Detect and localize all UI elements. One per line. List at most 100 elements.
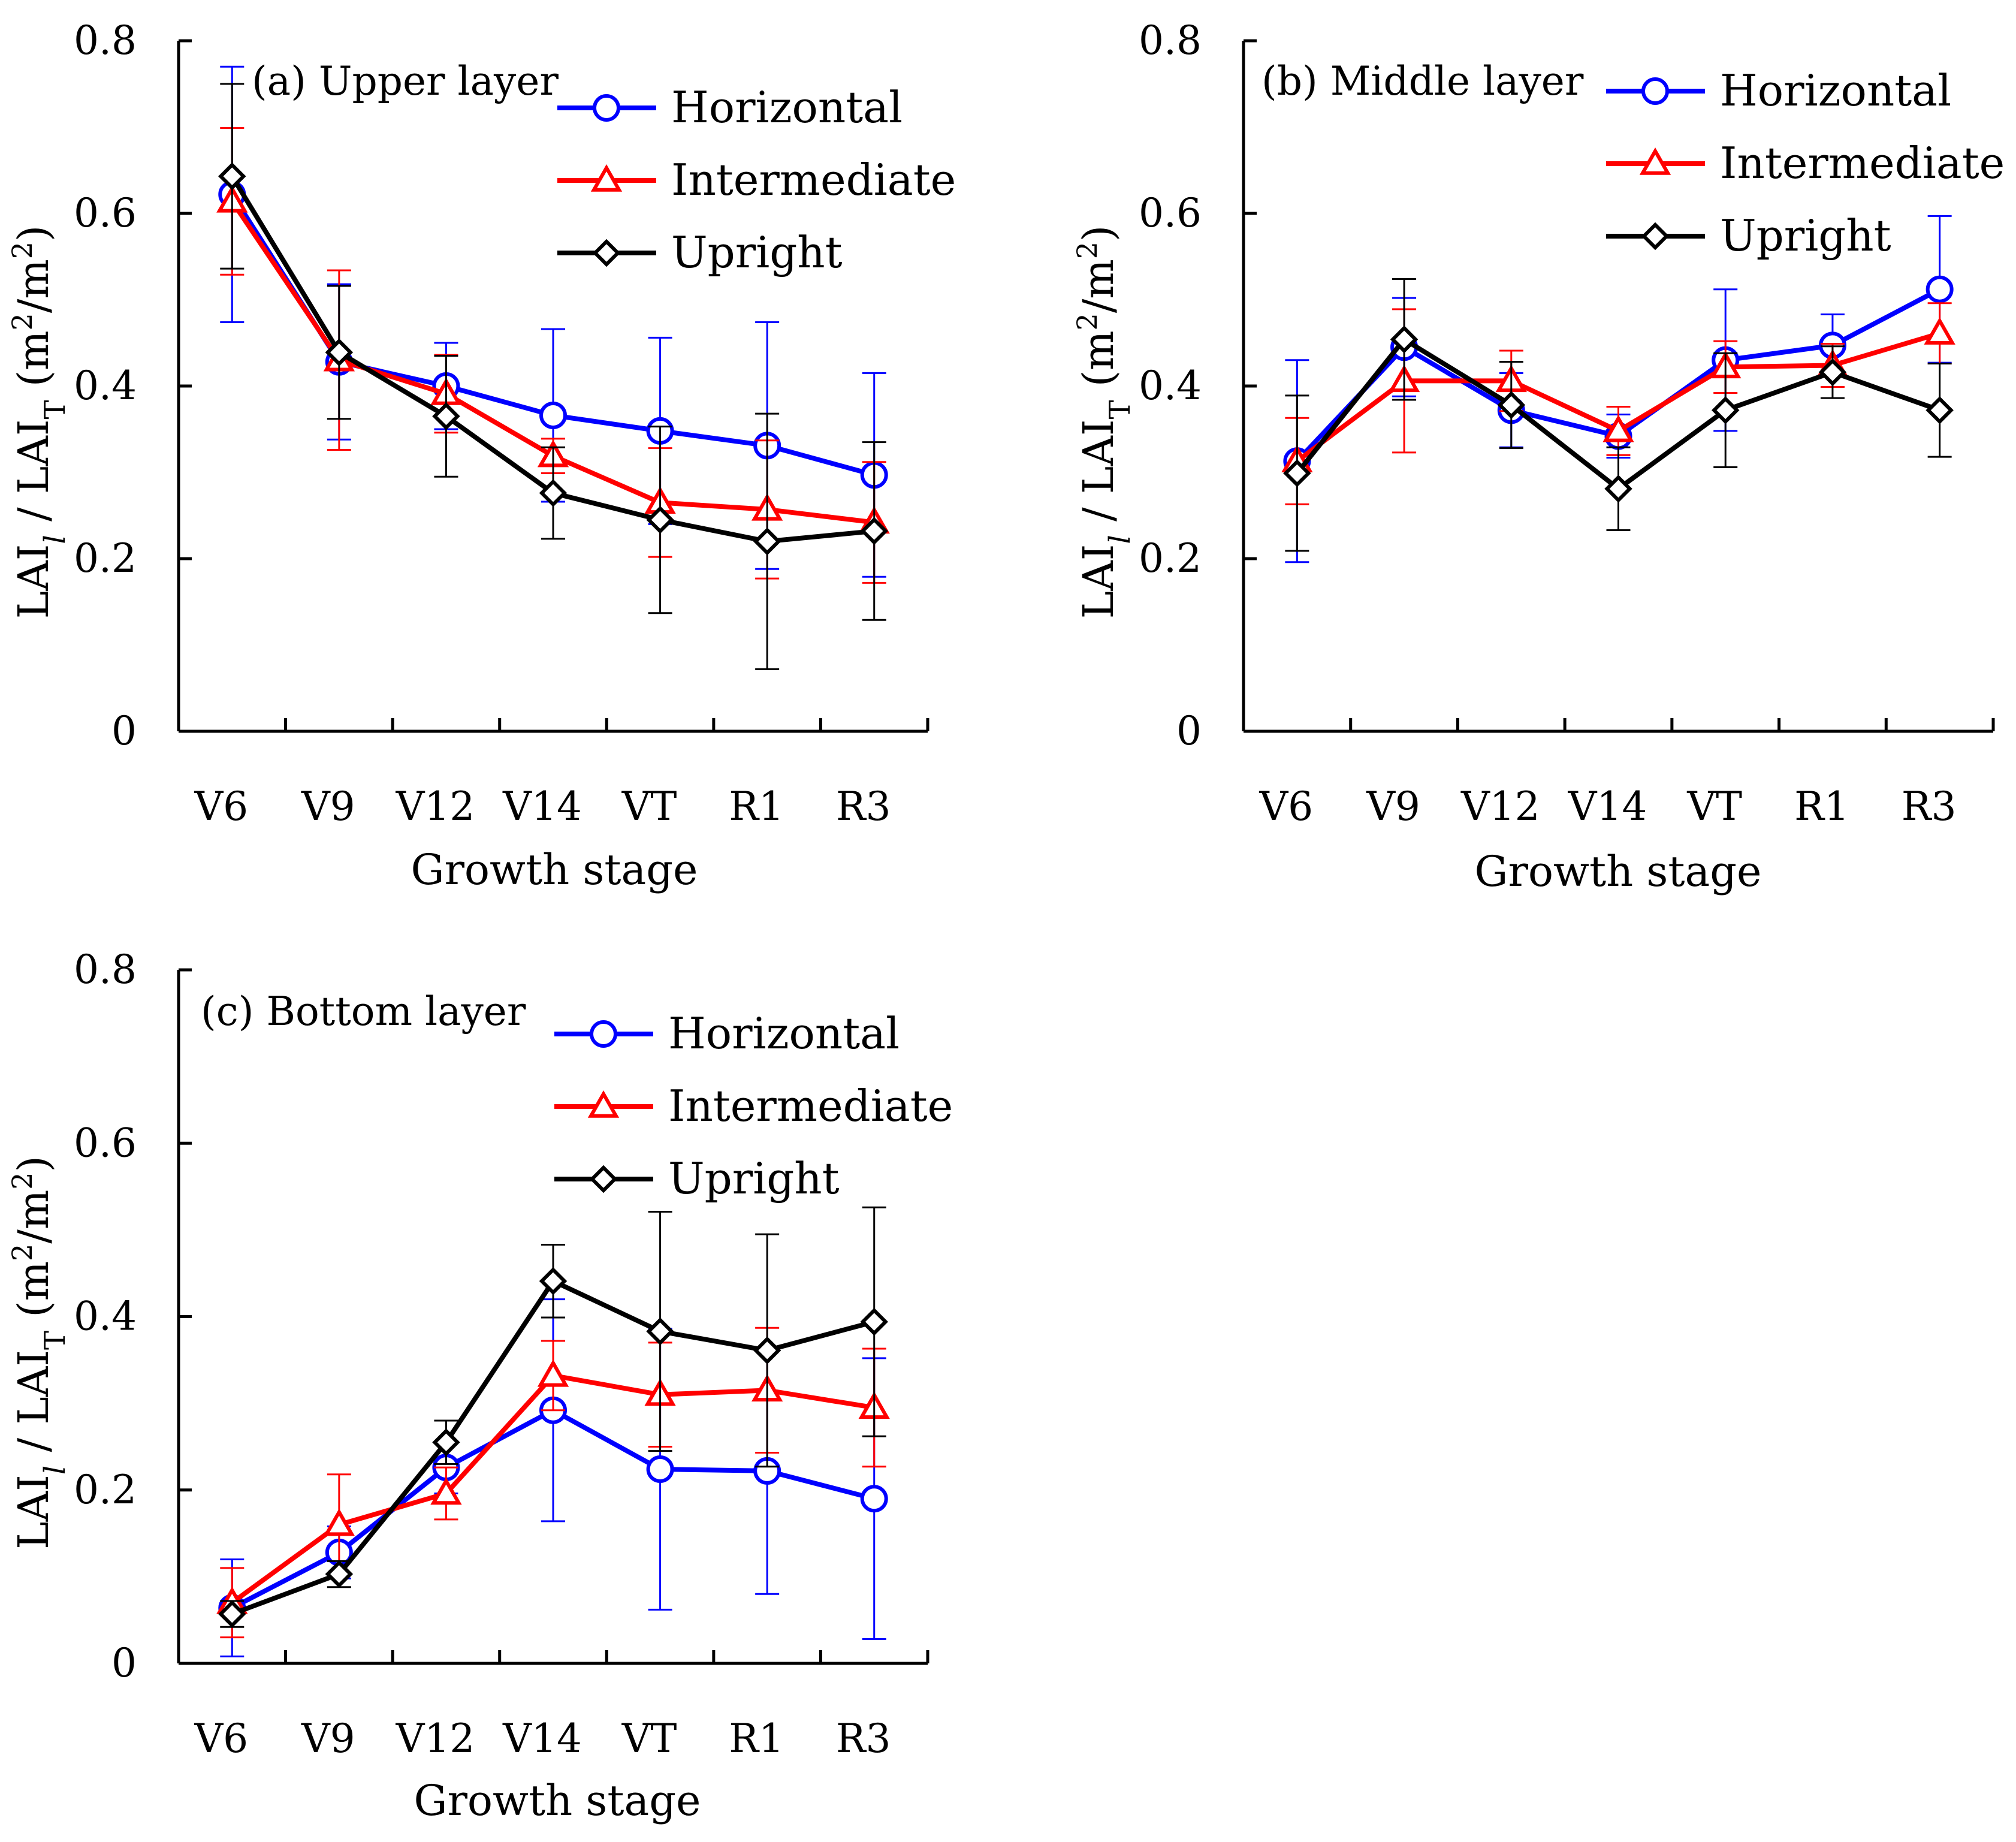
data-point (860, 1485, 888, 1513)
x-tick-label: V12 (1460, 783, 1540, 830)
x-tick-label: V14 (502, 1716, 582, 1762)
data-point (539, 401, 567, 429)
chart-panel-3: 0 0.2 0.4 0.6 0.8 V6 V9 V12 V14 VT R1 R3 Growth stag… (6, 946, 953, 1825)
y-axis-title-part: 2 (6, 1172, 38, 1190)
data-point (1390, 325, 1419, 354)
y-tick-label: 0.8 (74, 17, 137, 64)
legend-label: Intermediate (671, 155, 956, 205)
legend-label: Intermediate (1720, 138, 2005, 188)
x-tick-label: V6 (194, 1716, 248, 1762)
y-axis-title-part: ) (9, 1156, 58, 1172)
y-axis-title-part: 2 (6, 313, 38, 330)
y-tick-label: 0.2 (74, 1467, 137, 1513)
y-axis-title-part: l (1103, 535, 1137, 544)
y-tick-label: 0 (111, 708, 137, 754)
legend-marker (593, 94, 620, 122)
y-axis-title-part: /m (9, 259, 58, 313)
chart-panel-1: 0 0.2 0.4 0.6 0.8 V6 V9 V12 V14 VT R1 R3 Growth stag… (6, 17, 956, 894)
x-tick-label: R1 (1794, 783, 1849, 830)
panel-title: (c) Bottom layer (201, 988, 526, 1035)
y-axis-title-part: 2 (6, 242, 38, 259)
legend: Horizontal Intermediate Upright (554, 1008, 953, 1204)
y-tick-label: 0.2 (74, 535, 137, 581)
x-tick-label: VT (1686, 783, 1742, 830)
data-point (1924, 317, 1955, 345)
x-tick-label: V12 (396, 1716, 475, 1762)
data-point (646, 1455, 674, 1484)
panel-title: (b) Middle layer (1261, 58, 1584, 104)
legend-label: Intermediate (668, 1081, 953, 1131)
data-point (1711, 396, 1740, 424)
y-axis-title: LAIl / LAIT (m2/m2) (1071, 225, 1137, 619)
y-tick-label: 0.2 (1139, 535, 1202, 581)
legend-marker (1641, 222, 1670, 251)
x-tick-label: V9 (1366, 783, 1420, 830)
legend-marker (590, 1020, 617, 1048)
x-tick-label: V14 (1568, 783, 1647, 830)
series-upright (1283, 278, 1954, 552)
data-point (1283, 459, 1311, 487)
y-tick-label: 0.6 (74, 1120, 137, 1166)
y-axis-title-part: (m (1074, 331, 1123, 400)
legend-label: Upright (671, 227, 843, 278)
data-point (646, 505, 674, 534)
data-point (1818, 358, 1847, 387)
y-axis-title-part: 2 (1071, 242, 1103, 259)
x-tick-label: R1 (729, 1716, 784, 1762)
legend-label: Horizontal (1720, 65, 1951, 116)
y-axis-title-part: T (38, 400, 72, 419)
y-axis-title-part: T (38, 1331, 72, 1350)
legend-marker (1639, 147, 1671, 175)
y-axis-title-part: ) (9, 225, 58, 242)
data-point (753, 527, 781, 556)
y-tick-label: 0 (1176, 708, 1202, 754)
data-point (646, 1317, 674, 1346)
y-axis-title-part: /m (9, 1190, 58, 1244)
data-point (432, 1428, 460, 1457)
data-point (325, 338, 354, 367)
x-tick-label: R1 (729, 783, 784, 830)
y-axis-title-part: LAI (9, 1475, 58, 1549)
y-tick-label: 0.8 (1139, 17, 1202, 64)
x-tick-label: V9 (301, 783, 355, 830)
data-point (539, 1267, 568, 1295)
y-tick-label: 0.6 (1139, 190, 1202, 236)
legend: Horizontal Intermediate Upright (557, 82, 956, 278)
chart-panel-2: 0 0.2 0.4 0.6 0.8 V6 V9 V12 V14 VT R1 R3 Growth stag… (1071, 17, 2005, 896)
y-tick-label: 0.4 (74, 1294, 137, 1340)
y-axis-title-part: (m (9, 1261, 58, 1331)
x-axis-title: Growth stage (1475, 847, 1762, 896)
x-tick-label: R3 (1902, 783, 1957, 830)
y-axis-title-part: LAI (9, 544, 58, 619)
legend-label: Horizontal (671, 82, 903, 132)
y-axis-title-part: (m (9, 331, 58, 400)
x-tick-label: V14 (502, 783, 582, 830)
x-tick-label: V9 (301, 1716, 355, 1762)
y-tick-label: 0.4 (74, 363, 137, 409)
y-axis-title-part: ) (1074, 225, 1123, 242)
y-axis-title: LAIl / LAIT (m2/m2) (6, 225, 72, 619)
data-point (1926, 396, 1954, 424)
y-axis-title-part: 2 (1071, 313, 1103, 330)
x-tick-label: VT (621, 1716, 677, 1762)
data-point (1602, 414, 1634, 442)
y-axis-title-part: LAI (1074, 544, 1123, 619)
data-point (323, 1508, 355, 1536)
data-point (325, 1560, 354, 1588)
x-tick-label: V6 (1259, 783, 1314, 830)
legend-label: Upright (1720, 210, 1891, 261)
y-axis-title-part: l (38, 535, 72, 544)
data-point (432, 402, 460, 430)
y-tick-label: 0.4 (1139, 363, 1202, 409)
legend-label: Horizontal (668, 1008, 900, 1059)
legend-label: Upright (668, 1153, 840, 1204)
y-axis-title-part: / LAI (9, 419, 58, 535)
y-axis-title: LAIl / LAIT (m2/m2) (6, 1156, 72, 1549)
x-axis-title: Growth stage (411, 845, 698, 894)
legend-marker (587, 1090, 620, 1118)
x-tick-label: VT (621, 783, 677, 830)
data-point (860, 1307, 888, 1336)
y-axis-title-part: 2 (6, 1244, 38, 1261)
y-tick-label: 0.6 (74, 190, 137, 236)
